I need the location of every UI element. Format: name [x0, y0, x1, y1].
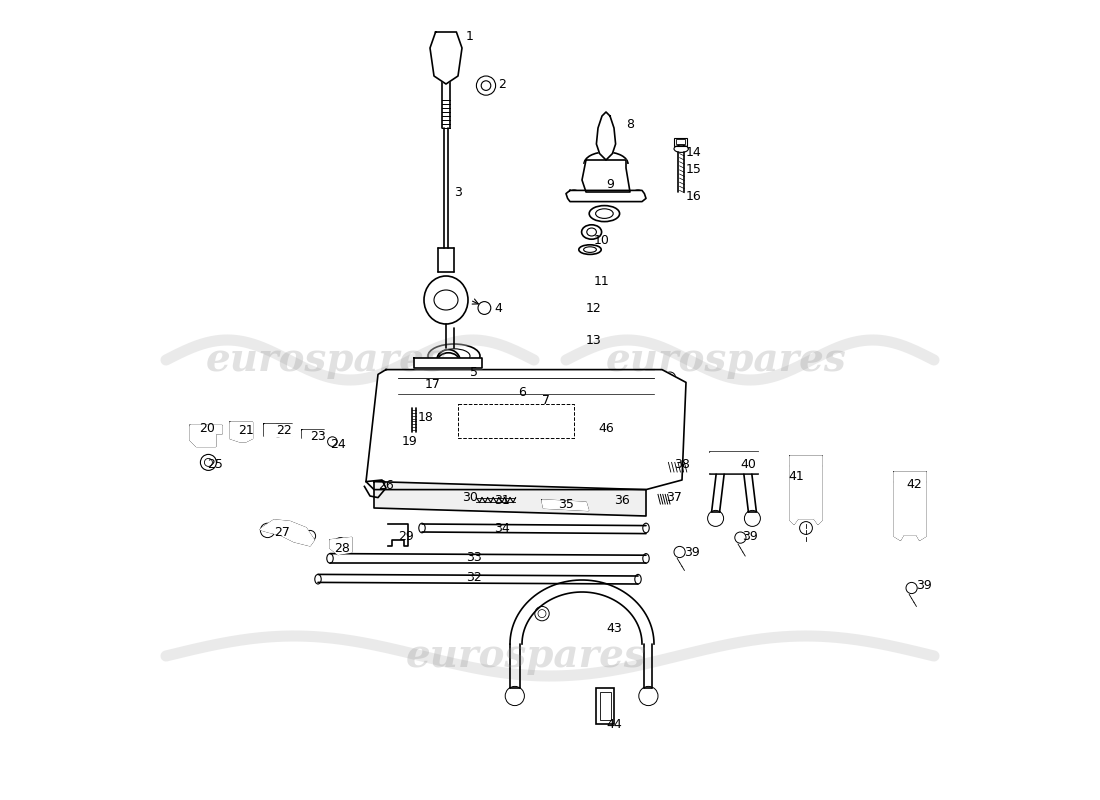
- Text: 6: 6: [518, 386, 526, 398]
- Text: 5: 5: [470, 366, 478, 378]
- Text: 20: 20: [199, 422, 216, 434]
- Text: 4: 4: [494, 302, 502, 314]
- Text: 46: 46: [598, 422, 614, 434]
- Text: 10: 10: [594, 234, 609, 246]
- Text: 39: 39: [742, 530, 758, 542]
- Bar: [674, 138, 686, 146]
- Text: 43: 43: [606, 622, 621, 634]
- Polygon shape: [790, 456, 822, 524]
- Bar: [600, 692, 610, 720]
- Text: 30: 30: [462, 491, 477, 504]
- Polygon shape: [710, 452, 758, 472]
- Text: eurospares: eurospares: [606, 341, 846, 379]
- Polygon shape: [596, 112, 616, 160]
- Text: 42: 42: [906, 478, 922, 490]
- Bar: [675, 139, 685, 144]
- Text: 28: 28: [334, 542, 350, 554]
- Polygon shape: [566, 190, 646, 202]
- Polygon shape: [264, 424, 293, 436]
- Polygon shape: [894, 472, 926, 540]
- Text: eurospares: eurospares: [406, 637, 647, 675]
- Polygon shape: [330, 538, 352, 554]
- Polygon shape: [302, 430, 324, 438]
- Text: 15: 15: [686, 163, 702, 176]
- Text: 31: 31: [494, 494, 509, 506]
- Text: 22: 22: [276, 424, 293, 437]
- Text: 39: 39: [916, 579, 932, 592]
- Text: 18: 18: [418, 411, 433, 424]
- Text: 26: 26: [378, 479, 394, 492]
- Text: eurospares: eurospares: [206, 341, 447, 379]
- Text: 40: 40: [740, 458, 757, 470]
- Text: 13: 13: [586, 334, 602, 346]
- Text: 1: 1: [466, 30, 474, 42]
- Text: 44: 44: [606, 718, 621, 730]
- Polygon shape: [430, 32, 462, 84]
- Polygon shape: [414, 358, 482, 368]
- Text: 9: 9: [606, 178, 614, 190]
- Text: 39: 39: [684, 546, 700, 558]
- Text: 7: 7: [542, 394, 550, 406]
- Text: 37: 37: [666, 491, 682, 504]
- Text: 11: 11: [594, 275, 609, 288]
- Text: 38: 38: [674, 458, 690, 470]
- Polygon shape: [190, 426, 222, 446]
- Text: 25: 25: [208, 458, 223, 470]
- Text: 14: 14: [686, 146, 702, 158]
- Text: 29: 29: [398, 530, 414, 542]
- Text: 32: 32: [466, 571, 482, 584]
- Text: 36: 36: [614, 494, 629, 506]
- Text: 34: 34: [494, 522, 509, 534]
- Text: 33: 33: [466, 551, 482, 564]
- Text: 17: 17: [425, 378, 440, 390]
- Text: 19: 19: [402, 435, 418, 448]
- Text: 2: 2: [498, 78, 506, 90]
- Polygon shape: [366, 370, 686, 490]
- Text: 35: 35: [558, 498, 574, 510]
- Text: 23: 23: [310, 430, 326, 442]
- Text: 21: 21: [238, 424, 254, 437]
- Polygon shape: [374, 482, 646, 516]
- Text: 24: 24: [330, 438, 345, 450]
- Text: 27: 27: [274, 526, 290, 538]
- Bar: [596, 688, 614, 724]
- Polygon shape: [542, 500, 588, 510]
- Text: 16: 16: [686, 190, 702, 202]
- Text: 41: 41: [789, 470, 804, 482]
- Text: 3: 3: [454, 186, 462, 198]
- Polygon shape: [582, 160, 630, 192]
- Bar: [410, 402, 418, 408]
- Polygon shape: [261, 520, 314, 546]
- Text: 8: 8: [626, 118, 634, 130]
- Circle shape: [437, 350, 461, 374]
- Polygon shape: [230, 422, 252, 442]
- Text: 12: 12: [586, 302, 602, 314]
